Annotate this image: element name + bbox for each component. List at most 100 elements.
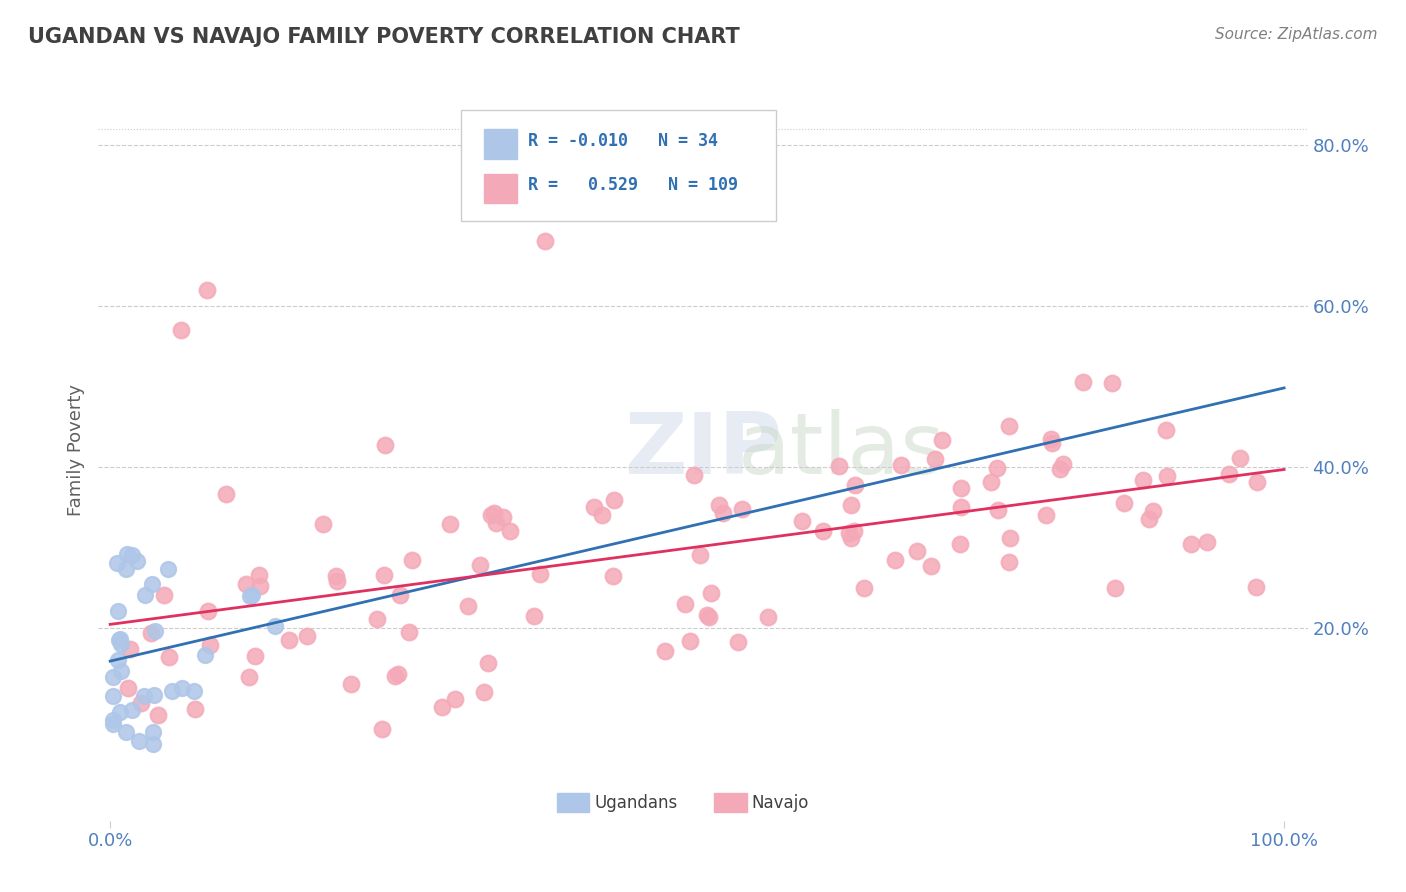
Point xyxy=(172,681,194,695)
Point xyxy=(1000,532,1022,546)
Point xyxy=(183,684,205,698)
Point xyxy=(477,656,499,670)
Point xyxy=(673,597,696,611)
Point xyxy=(839,531,862,545)
Point xyxy=(479,508,502,522)
Point xyxy=(602,568,624,582)
Point xyxy=(603,492,626,507)
Point xyxy=(439,516,461,531)
Point xyxy=(125,554,148,568)
Point xyxy=(1114,496,1136,510)
Point xyxy=(132,689,155,703)
FancyBboxPatch shape xyxy=(557,792,589,813)
Point xyxy=(950,500,973,515)
Point xyxy=(482,506,505,520)
Point xyxy=(1154,423,1177,437)
Point xyxy=(1156,469,1178,483)
FancyBboxPatch shape xyxy=(484,174,517,203)
Point xyxy=(398,625,420,640)
Point xyxy=(128,734,150,748)
Point xyxy=(1246,475,1268,489)
Text: Navajo: Navajo xyxy=(751,794,808,812)
Point xyxy=(277,632,299,647)
Point xyxy=(949,537,972,551)
Text: Source: ZipAtlas.com: Source: ZipAtlas.com xyxy=(1215,27,1378,42)
Point xyxy=(828,459,851,474)
Point xyxy=(143,688,166,702)
Point xyxy=(1104,581,1126,595)
Point xyxy=(432,700,454,714)
Point xyxy=(115,724,138,739)
Point xyxy=(1137,512,1160,526)
Point xyxy=(384,669,406,683)
Point xyxy=(931,433,953,447)
Point xyxy=(924,452,946,467)
Point xyxy=(1035,508,1057,523)
Point xyxy=(110,664,132,678)
Point xyxy=(325,574,347,589)
Point xyxy=(141,577,163,591)
Text: R =   0.529   N = 109: R = 0.529 N = 109 xyxy=(527,177,738,194)
Point xyxy=(1049,462,1071,476)
Point xyxy=(523,609,546,624)
Text: R = -0.010   N = 34: R = -0.010 N = 34 xyxy=(527,132,717,150)
Text: UGANDAN VS NAVAJO FAMILY POVERTY CORRELATION CHART: UGANDAN VS NAVAJO FAMILY POVERTY CORRELA… xyxy=(28,27,740,46)
Point xyxy=(401,553,423,567)
Point xyxy=(1180,537,1202,551)
Point xyxy=(139,626,162,640)
Point xyxy=(844,478,866,492)
Point xyxy=(105,556,128,570)
Point xyxy=(679,634,702,648)
Point xyxy=(170,323,193,337)
Point xyxy=(491,509,513,524)
Point xyxy=(387,666,409,681)
Point xyxy=(468,558,491,572)
Point xyxy=(654,644,676,658)
Point xyxy=(707,498,730,512)
Point xyxy=(731,502,754,516)
Point xyxy=(239,590,262,604)
Point xyxy=(121,549,143,563)
Point xyxy=(118,642,141,657)
Point xyxy=(311,517,333,532)
Point xyxy=(529,567,551,582)
Point xyxy=(373,568,395,582)
Point xyxy=(195,283,218,297)
Point xyxy=(1142,504,1164,518)
Point xyxy=(129,696,152,710)
Point xyxy=(339,676,361,690)
FancyBboxPatch shape xyxy=(484,129,517,159)
Text: Ugandans: Ugandans xyxy=(595,794,678,812)
Point xyxy=(811,524,834,538)
Point xyxy=(683,468,706,483)
Point xyxy=(108,632,131,647)
Point xyxy=(107,604,129,618)
Point xyxy=(115,562,138,576)
Point xyxy=(194,648,217,662)
Point xyxy=(890,458,912,472)
Point xyxy=(134,588,156,602)
Point xyxy=(389,588,412,602)
Point xyxy=(238,670,260,684)
Point xyxy=(108,632,131,646)
Point xyxy=(457,599,479,613)
Point xyxy=(1052,457,1074,471)
Point xyxy=(156,562,179,576)
Point xyxy=(998,418,1021,433)
Point xyxy=(142,737,165,751)
Point xyxy=(249,579,271,593)
Point xyxy=(1071,376,1094,390)
Point xyxy=(160,684,183,698)
Point xyxy=(949,481,972,495)
Point xyxy=(374,437,396,451)
Point xyxy=(499,524,522,538)
Point xyxy=(842,524,865,538)
Point xyxy=(153,588,176,602)
Point xyxy=(245,649,267,664)
Point xyxy=(986,461,1008,475)
Point xyxy=(200,638,222,652)
Point xyxy=(121,703,143,717)
Point xyxy=(987,503,1010,517)
Point xyxy=(101,690,124,704)
Point xyxy=(727,635,749,649)
